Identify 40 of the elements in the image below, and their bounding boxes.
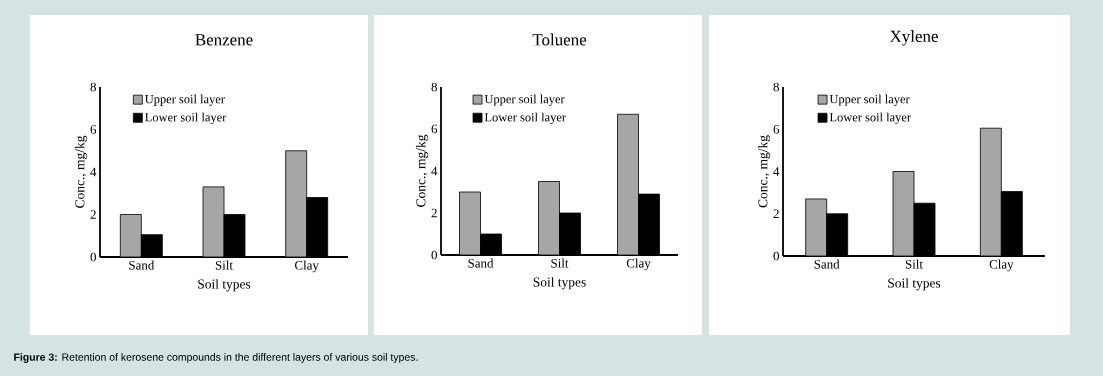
y-tick-label: 2 — [773, 209, 779, 219]
chart-title: Toluene — [532, 33, 587, 46]
x-tick-label: Clay — [294, 260, 319, 273]
legend-label: Upper soil layer — [829, 94, 910, 106]
text: Figure 3: Retention of kerosene compounds in the different layers of various soil types. — [14, 353, 418, 363]
legend-label: Upper soil layer — [484, 94, 565, 106]
y-tick-label: 4 — [431, 166, 438, 176]
y-tick-label: 4 — [90, 167, 97, 177]
x-tick-label: Sand — [129, 260, 155, 270]
y-tick-label: 8 — [431, 82, 437, 92]
y-tick-label: 6 — [773, 124, 780, 134]
y-axis-title: Conc., mg/kg — [757, 135, 771, 208]
y-axis-title: Conc., mg/kg — [415, 134, 429, 207]
legend-label: Lower soil layer — [145, 112, 227, 125]
y-tick-label: 2 — [90, 210, 96, 219]
chart-title: Xylene — [889, 30, 938, 46]
x-tick-label: Silt — [905, 259, 923, 269]
legend-label: Upper soil layer — [145, 94, 225, 106]
x-tick-label: Sand — [814, 259, 840, 269]
x-axis-title: Soil types — [198, 279, 251, 292]
chart-title: Benzene — [195, 34, 253, 46]
y-tick-label: 2 — [431, 208, 437, 218]
y-tick-label: 0 — [773, 251, 779, 261]
legend-label: Lower soil layer — [484, 112, 566, 124]
x-tick-label: Silt — [215, 260, 233, 270]
x-tick-label: Clay — [626, 258, 651, 271]
x-tick-label: Sand — [468, 258, 494, 268]
y-tick-label: 0 — [431, 250, 437, 260]
legend-label: Lower soil layer — [829, 112, 911, 125]
y-tick-label: 6 — [431, 124, 438, 134]
x-axis-title: Soil types — [888, 278, 941, 291]
y-tick-label: 0 — [90, 252, 96, 262]
x-tick-label: Silt — [551, 258, 569, 268]
x-tick-label: Clay — [989, 259, 1014, 272]
y-tick-label: 8 — [773, 82, 779, 92]
y-tick-label: 8 — [90, 82, 96, 92]
x-axis-title: Soil types — [533, 277, 586, 290]
y-axis-title: Conc., mg/kg — [74, 135, 88, 208]
y-tick-label: 4 — [773, 167, 780, 176]
y-tick-label: 6 — [90, 125, 97, 134]
